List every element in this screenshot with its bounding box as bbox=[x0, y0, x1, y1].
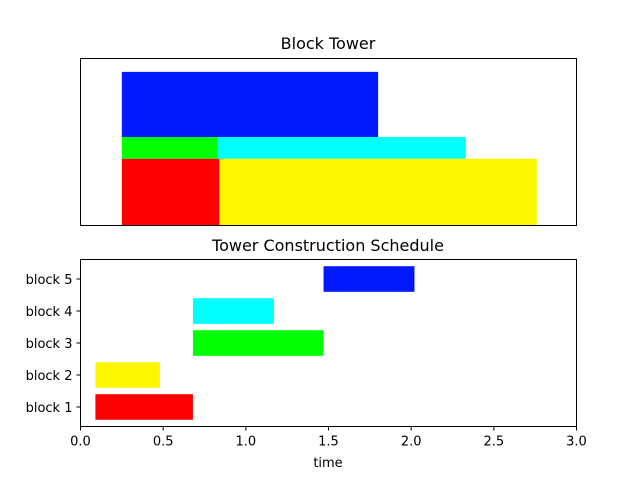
tower-block-3 bbox=[121, 136, 218, 159]
tower-block-2 bbox=[219, 158, 537, 226]
schedule-x-axis: 0.0 0.5 1.0 1.5 2.0 2.5 3.0 bbox=[70, 426, 587, 450]
schedule-bar-block-5 bbox=[323, 266, 415, 292]
schedule-title: Tower Construction Schedule bbox=[211, 236, 444, 255]
schedule-bar-block-3 bbox=[192, 330, 324, 356]
schedule-x-axis-label: time bbox=[313, 456, 342, 471]
x-tick-label: 1.5 bbox=[318, 435, 339, 450]
schedule-y-axis: block 1 block 2 block 3 block 4 block 5 bbox=[26, 273, 81, 416]
tower-plot-frame bbox=[80, 58, 577, 226]
y-tick-label-block-2: block 2 bbox=[26, 369, 73, 384]
y-tick-label-block-3: block 3 bbox=[26, 337, 73, 352]
schedule-bar-block-4 bbox=[192, 298, 274, 324]
y-tick-label-block-5: block 5 bbox=[26, 273, 73, 288]
tower-block-5 bbox=[121, 71, 379, 137]
y-tick-label-block-1: block 1 bbox=[26, 401, 73, 416]
schedule-bar-block-2 bbox=[95, 362, 160, 388]
x-tick-label: 1.0 bbox=[235, 435, 256, 450]
schedule-bar-block-1 bbox=[95, 394, 193, 420]
x-tick-label: 0.5 bbox=[153, 435, 174, 450]
x-tick-label: 0.0 bbox=[70, 435, 91, 450]
schedule-chart: Tower Construction Schedule block 1block… bbox=[26, 236, 587, 471]
tower-block-1 bbox=[121, 158, 220, 226]
y-tick-label-block-4: block 4 bbox=[26, 305, 73, 320]
x-tick-label: 3.0 bbox=[566, 435, 587, 450]
tower-title: Block Tower bbox=[281, 34, 376, 53]
tower-block-4 bbox=[217, 136, 466, 159]
block-tower-chart: Block Tower bbox=[80, 34, 577, 226]
tower-blocks bbox=[121, 71, 537, 226]
schedule-bars bbox=[95, 266, 415, 420]
x-tick-label: 2.5 bbox=[483, 435, 504, 450]
x-tick-label: 2.0 bbox=[401, 435, 422, 450]
